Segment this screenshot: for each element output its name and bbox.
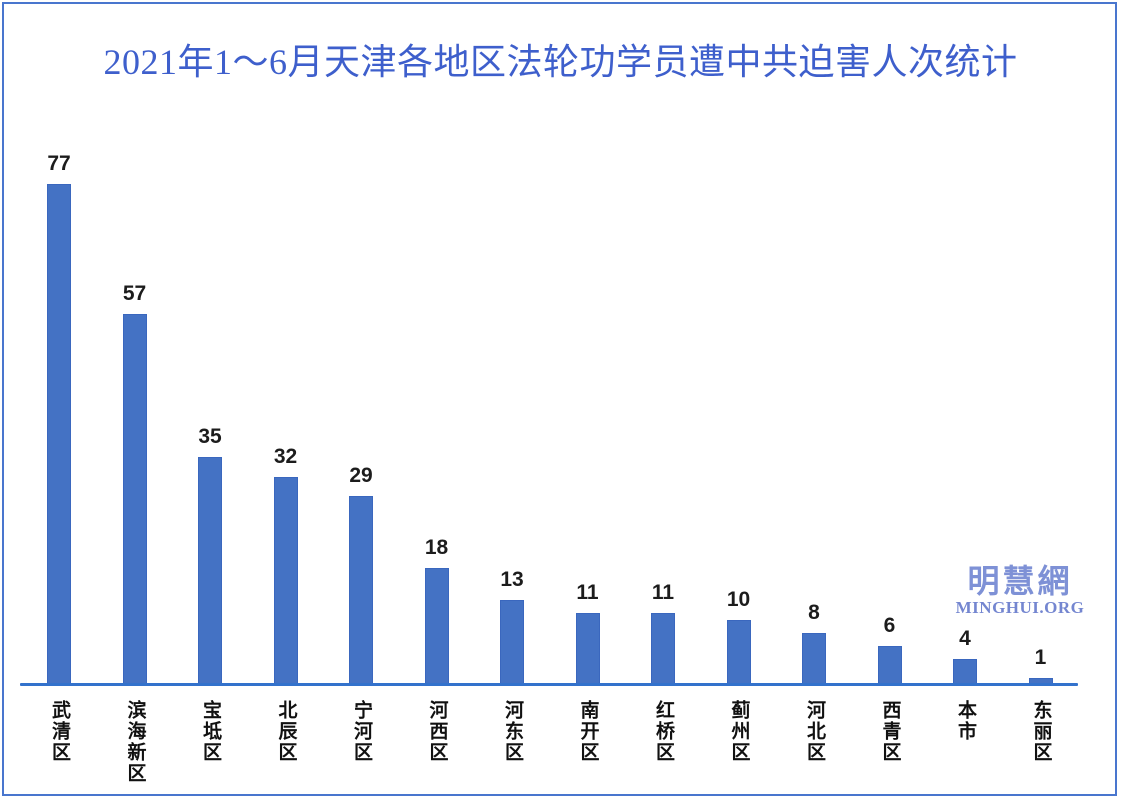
bar bbox=[47, 184, 71, 685]
bar-value-label: 4 bbox=[959, 627, 971, 650]
watermark-english: MINGHUI.ORG bbox=[955, 598, 1085, 617]
bar bbox=[500, 600, 524, 685]
bar bbox=[273, 477, 298, 685]
bar-value-label: 11 bbox=[576, 581, 599, 604]
bar-value-label: 29 bbox=[349, 464, 373, 487]
bar bbox=[651, 613, 675, 685]
bar bbox=[122, 314, 147, 685]
bar-value-label: 18 bbox=[424, 536, 449, 559]
category-label: 南开区 bbox=[577, 700, 599, 763]
bar bbox=[424, 568, 449, 685]
category-label: 河西区 bbox=[426, 700, 448, 763]
watermark-chinese: 明慧網 bbox=[967, 563, 1073, 599]
bar-value-label: 6 bbox=[883, 614, 896, 637]
bar bbox=[349, 496, 373, 685]
category-label: 宝坻区 bbox=[200, 700, 221, 763]
bar-value-label: 11 bbox=[651, 581, 675, 604]
category-label: 宁河区 bbox=[351, 700, 372, 763]
bar bbox=[953, 659, 977, 685]
category-label: 红桥区 bbox=[653, 700, 674, 763]
category-label: 蓟州区 bbox=[728, 700, 750, 763]
bar-value-label: 10 bbox=[726, 588, 751, 611]
bar-value-label: 32 bbox=[273, 445, 298, 468]
chart-title: 2021年1～6月天津各地区法轮功学员遭中共迫害人次统计 bbox=[103, 42, 1018, 82]
category-label: 西青区 bbox=[879, 700, 901, 763]
bar bbox=[877, 646, 902, 685]
category-label: 河东区 bbox=[502, 700, 523, 763]
bar-value-label: 35 bbox=[198, 425, 222, 448]
category-label: 河北区 bbox=[804, 700, 825, 763]
bar-value-label: 77 bbox=[47, 152, 71, 175]
bar-value-label: 13 bbox=[500, 568, 524, 591]
minghui-watermark: 明慧網 MINGHUI.ORG bbox=[952, 563, 1088, 617]
bar-value-label: 8 bbox=[808, 601, 820, 624]
bar-value-label: 57 bbox=[122, 282, 147, 305]
category-label: 东丽区 bbox=[1030, 700, 1052, 763]
category-label: 北辰区 bbox=[275, 700, 297, 763]
bar bbox=[802, 633, 826, 685]
bar-value-label: 1 bbox=[1034, 646, 1047, 669]
category-label: 武清区 bbox=[49, 700, 70, 763]
category-label: 本市 bbox=[955, 700, 976, 742]
x-axis-line bbox=[20, 683, 1078, 686]
bar bbox=[726, 620, 751, 685]
category-label: 滨海新区 bbox=[124, 700, 146, 784]
bar bbox=[198, 457, 222, 685]
bar bbox=[575, 613, 600, 685]
